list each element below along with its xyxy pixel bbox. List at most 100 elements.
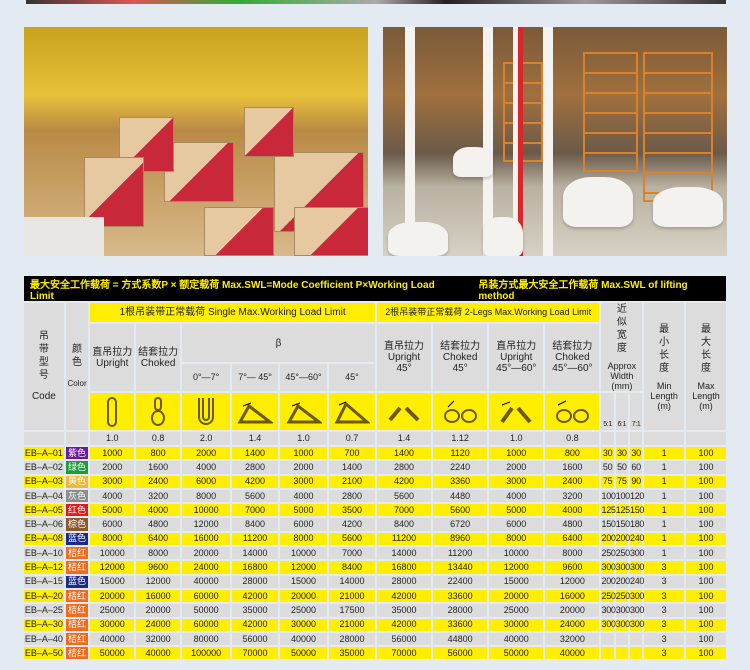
angle-7-45-sling-icon [232, 393, 279, 430]
load-value: 2400 [545, 475, 600, 488]
width-value: 120 [629, 489, 645, 503]
load-value: 16000 [136, 589, 181, 603]
load-value: 2100 [329, 475, 375, 488]
load-value: 6000 [182, 475, 231, 488]
top-photo-strip [26, 0, 726, 4]
table-row: EB–A–12 桔红 12000 9600 24000 16800 12000 8400 168… [24, 561, 726, 574]
choked-sling-icon [136, 393, 181, 430]
load-value: 12000 [90, 561, 135, 574]
load-value: 1600 [545, 461, 600, 474]
code-cell: EB–A–04 [24, 489, 64, 503]
width-value: 30 [615, 447, 628, 460]
load-value: 20000 [182, 547, 231, 560]
load-value: 3000 [489, 475, 544, 488]
load-value: 800 [545, 447, 600, 460]
load-value: 6400 [545, 532, 600, 546]
width-value [629, 632, 643, 646]
table-title-bar: 最大安全工作载荷 = 方式系数P × 额定载荷 Max.SWL=Mode Coe… [24, 276, 726, 302]
width-value: 200 [615, 532, 630, 546]
min-length-value: 3 [644, 604, 685, 617]
min-length-value: 3 [644, 632, 685, 646]
width-value: 250 [601, 547, 616, 560]
max-length-value: 100 [686, 604, 726, 617]
load-value: 50000 [90, 647, 135, 660]
load-value: 8400 [376, 518, 432, 531]
load-value: 5000 [489, 504, 544, 517]
load-value: 2800 [376, 461, 432, 474]
choked-header: 结套拉力 Choked [136, 324, 181, 391]
width-value: 300 [629, 604, 645, 617]
load-value: 14000 [232, 547, 279, 560]
width-value [615, 632, 628, 646]
load-value: 11200 [433, 547, 488, 560]
load-value: 28000 [433, 604, 488, 617]
load-value: 30000 [489, 618, 544, 631]
load-value: 10000 [90, 547, 135, 560]
width-value: 300 [629, 589, 645, 603]
load-value: 20000 [545, 604, 600, 617]
load-value: 12000 [280, 561, 327, 574]
angle-45-sling-icon [329, 393, 375, 430]
min-length-value: 3 [644, 561, 685, 574]
load-value: 28000 [232, 575, 279, 588]
load-value: 40000 [489, 632, 544, 646]
load-value: 60000 [182, 618, 231, 631]
width-value: 300 [615, 604, 630, 617]
load-value: 2240 [433, 461, 488, 474]
load-value: 2000 [489, 461, 544, 474]
max-length-value: 100 [686, 504, 726, 517]
min-length-value: 1 [644, 504, 685, 517]
load-value: 16000 [545, 589, 600, 603]
load-value: 2800 [329, 489, 375, 503]
load-value: 35000 [329, 647, 375, 660]
load-value: 8000 [182, 489, 231, 503]
load-value: 1000 [489, 447, 544, 460]
load-value: 20000 [90, 589, 135, 603]
two-leg-upright-45-header: 直吊拉力 Upright 45° [376, 324, 432, 391]
load-value: 70000 [376, 647, 432, 660]
load-value: 4800 [545, 518, 600, 531]
table-row: EB–A–04 灰色 4000 3200 8000 5600 4000 2800 5600 448… [24, 489, 726, 503]
load-value: 44800 [433, 632, 488, 646]
width-value: 240 [629, 532, 645, 546]
width-value: 300 [601, 618, 616, 631]
load-value: 4000 [182, 461, 231, 474]
load-value: 70000 [232, 647, 279, 660]
load-value: 13440 [433, 561, 488, 574]
coefficient: 1.4 [232, 432, 279, 445]
load-value: 4000 [90, 489, 135, 503]
color-swatch: 桔红 [65, 647, 89, 660]
load-value: 8000 [489, 532, 544, 546]
warehouse-photo-boxes [24, 27, 368, 256]
width-value: 75 [601, 475, 614, 488]
width-value: 250 [601, 589, 616, 603]
min-length-value: 1 [644, 532, 685, 546]
color-swatch: 蓝色 [65, 532, 89, 546]
warehouse-photo-racks [383, 27, 727, 256]
load-value: 7000 [232, 504, 279, 517]
two-leg-upright-45-60-header: 直吊拉力 Upright 45°—60° [489, 324, 544, 391]
load-value: 15000 [90, 575, 135, 588]
width-value: 240 [629, 575, 645, 588]
table-row: EB–A–06 棕色 6000 4800 12000 8400 6000 4200 8400 67… [24, 518, 726, 531]
color-swatch: 桔红 [65, 547, 89, 560]
width-ratio-6-1: 6:1 [615, 393, 628, 430]
code-cell: EB–A–10 [24, 547, 64, 560]
beta-7-45-header: 7°— 45° [232, 364, 279, 391]
load-value: 4000 [136, 504, 181, 517]
load-value: 8400 [232, 518, 279, 531]
load-value: 28000 [329, 632, 375, 646]
load-value: 30000 [280, 618, 327, 631]
coefficient: 0.7 [329, 432, 375, 445]
width-value: 200 [615, 575, 630, 588]
max-length-value: 100 [686, 489, 726, 503]
load-value: 6720 [433, 518, 488, 531]
beta-45-60-header: 45°—60° [280, 364, 327, 391]
width-value: 100 [601, 489, 616, 503]
code-header: 吊带型号 Code [24, 303, 64, 430]
coefficient: 0.8 [136, 432, 181, 445]
beta-0-7-header: 0°—7° [182, 364, 231, 391]
load-value: 7000 [329, 547, 375, 560]
load-value: 4000 [489, 489, 544, 503]
min-length-value: 1 [644, 547, 685, 560]
